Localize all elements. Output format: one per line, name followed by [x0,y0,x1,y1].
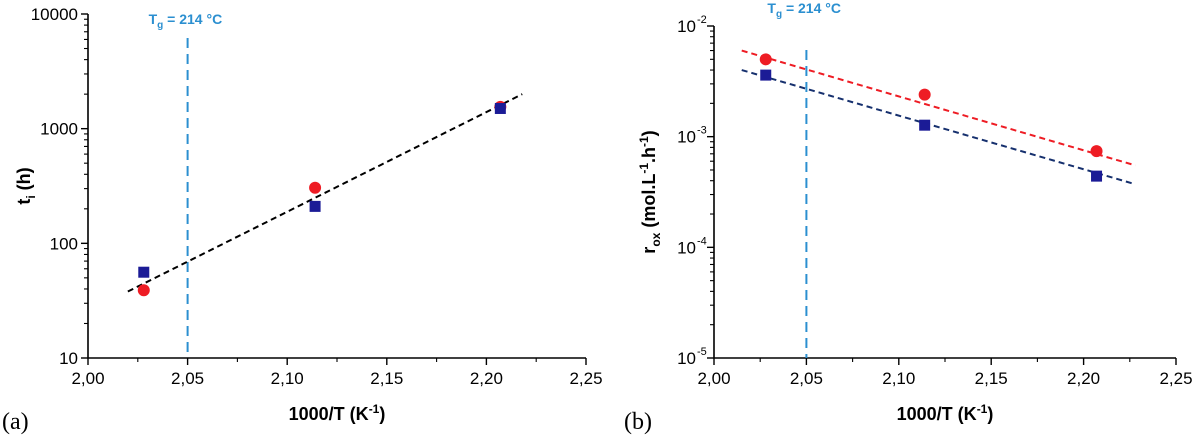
y-axis-title: ti (h) [14,167,38,204]
y-axis-title: rox (mol.L-1.h-1) [637,130,663,253]
chart-panel-b: 2,00 2,05 2,10 2,15 2,20 2,2510-510-410-310-2… [624,0,1193,435]
y-tick-label: 10 [59,349,78,368]
fit-line [741,69,1132,185]
tg-label: Tg = 214 °C [149,11,223,31]
data-point-square [309,200,321,212]
x-tick-label: 2,25 [569,369,602,388]
data-point-circle [309,181,322,194]
x-axis-title: 1000/T (K-1) [897,402,994,424]
data-point-circle [759,53,772,66]
x-tick-label: 2,05 [790,369,823,388]
x-tick-label: 2,00 [71,369,104,388]
x-tick-label: 2,15 [370,369,403,388]
y-tick-label: 10 [677,17,696,36]
data-point-square [919,119,931,131]
y-tick-exponent: -4 [697,235,707,247]
data-point-square [760,69,772,81]
x-tick-label: 2,20 [470,369,503,388]
fit-line [741,49,1136,167]
y-tick-label: 10 [677,128,696,147]
y-tick-label: 10 [677,349,696,368]
panel-label: (a) [2,409,29,435]
x-tick-label: 2,15 [975,369,1008,388]
panel-label: (b) [624,409,652,435]
x-tick-label: 2,10 [271,369,304,388]
y-tick-exponent: -5 [697,346,707,358]
x-tick-label: 2,00 [697,369,730,388]
x-axis-title: 1000/T (K-1) [289,402,386,424]
fit-line [127,93,523,293]
y-tick-exponent: -2 [697,14,707,26]
data-point-circle [1090,145,1103,158]
data-point-circle [137,284,150,297]
x-tick-label: 2,05 [171,369,204,388]
x-tick-label: 2,20 [1067,369,1100,388]
y-tick-label: 10000 [31,5,78,24]
tg-label: Tg = 214 °C [767,0,841,20]
y-tick-label: 1000 [40,120,78,139]
data-point-square [494,102,506,114]
axis-frame [713,26,1176,359]
y-tick-exponent: -3 [697,125,707,137]
y-tick-label: 10 [677,238,696,257]
x-tick-label: 2,25 [1159,369,1192,388]
data-point-circle [918,88,931,101]
y-tick-label: 100 [50,234,78,253]
data-point-square [1091,170,1103,182]
chart-panel-a: 2,00 2,05 2,10 2,15 2,20 2,25 10 100 1000 10000 Tg… [2,5,603,435]
x-tick-label: 2,10 [882,369,915,388]
data-point-square [138,266,150,278]
